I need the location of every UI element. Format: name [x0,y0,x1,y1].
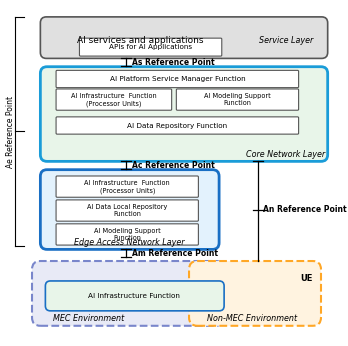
Text: AI Infrastructure  Function
(Processor Units): AI Infrastructure Function (Processor Un… [71,93,157,107]
Text: UE: UE [300,274,312,283]
FancyBboxPatch shape [79,38,222,56]
FancyBboxPatch shape [40,67,328,161]
FancyBboxPatch shape [56,224,198,245]
Text: Ae Reference Point: Ae Reference Point [7,95,15,167]
FancyBboxPatch shape [56,176,198,197]
Text: AI Modeling Support
Function: AI Modeling Support Function [94,228,161,241]
Text: Service Layer: Service Layer [259,36,313,45]
Text: AI Platform Service Manager Function: AI Platform Service Manager Function [110,76,245,82]
FancyBboxPatch shape [189,261,321,326]
Text: AI Data Repository Function: AI Data Repository Function [127,123,227,129]
FancyBboxPatch shape [56,70,299,88]
FancyBboxPatch shape [45,281,224,311]
Text: AI Infrastructure  Function
(Processor Units): AI Infrastructure Function (Processor Un… [85,180,170,194]
FancyBboxPatch shape [40,17,328,58]
FancyBboxPatch shape [176,89,299,110]
Text: As Reference Point: As Reference Point [132,58,215,67]
Text: Core Network Layer: Core Network Layer [246,150,325,159]
FancyBboxPatch shape [56,89,172,110]
Text: APIs for AI Applications: APIs for AI Applications [109,44,192,51]
Text: AI Modeling Support
Function: AI Modeling Support Function [204,93,271,107]
FancyBboxPatch shape [40,170,219,249]
Text: Non-MEC Environment: Non-MEC Environment [207,314,298,323]
Text: Edge Access Network Layer: Edge Access Network Layer [74,238,184,247]
Text: Am Reference Point: Am Reference Point [132,249,218,258]
FancyBboxPatch shape [56,200,198,221]
Text: AI services and applications: AI services and applications [77,36,204,45]
Text: AI Infrastructure Function: AI Infrastructure Function [88,293,180,299]
Text: An Reference Point: An Reference Point [262,205,346,214]
Text: Ac Reference Point: Ac Reference Point [132,161,215,170]
FancyBboxPatch shape [32,261,224,326]
Text: AI Data Local Repository
Function: AI Data Local Repository Function [87,204,167,217]
Text: MEC Environment: MEC Environment [53,314,125,323]
FancyBboxPatch shape [56,117,299,134]
